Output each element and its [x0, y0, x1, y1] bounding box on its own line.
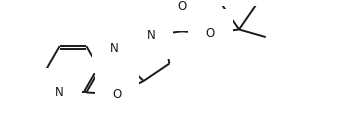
Text: N: N	[55, 86, 64, 99]
Text: O: O	[112, 88, 121, 101]
Text: N: N	[147, 29, 156, 42]
Text: N: N	[109, 43, 118, 55]
Text: O: O	[177, 0, 187, 13]
Text: O: O	[206, 27, 215, 40]
